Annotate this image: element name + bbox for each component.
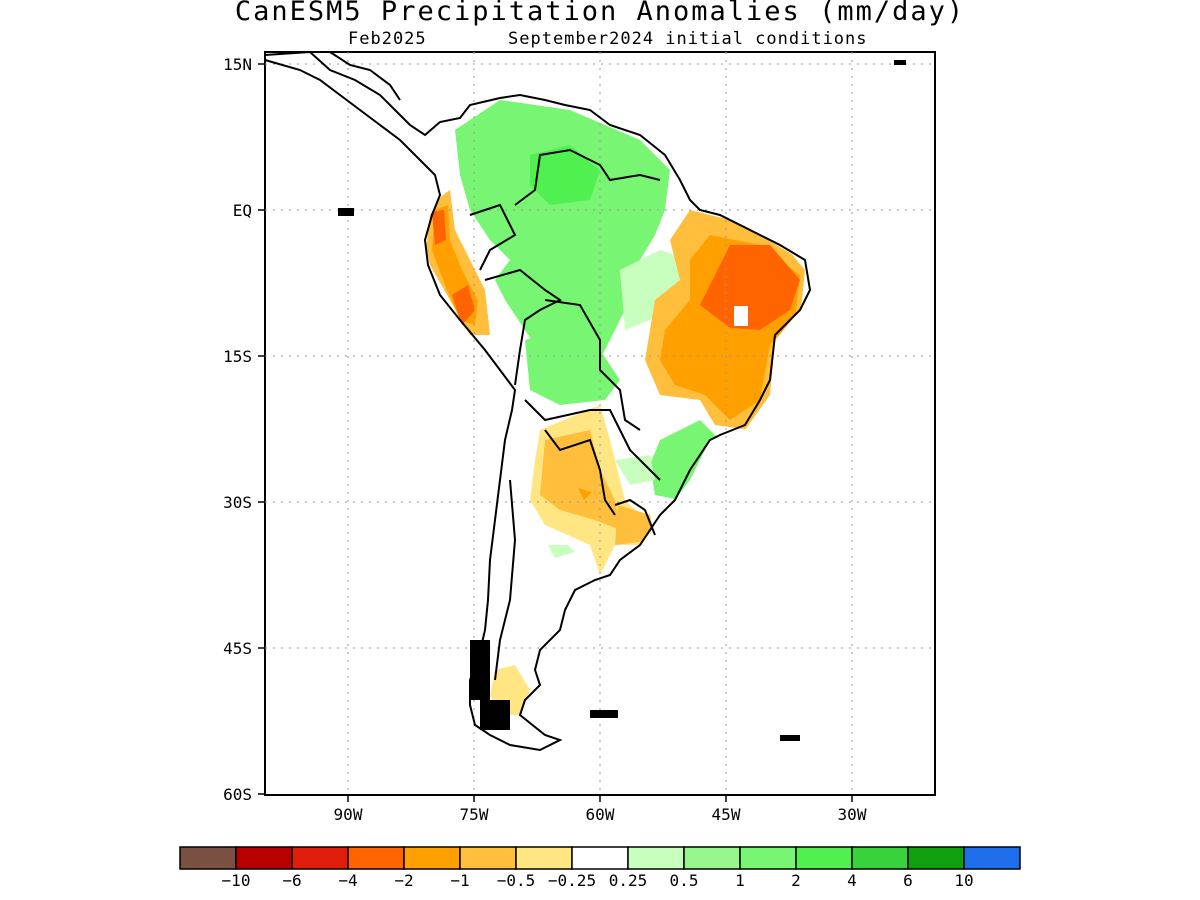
lat-label-15n: 15N <box>223 55 252 74</box>
colorbar-swatch <box>683 846 741 870</box>
initial-conditions-label: September2024 initial conditions <box>508 29 868 49</box>
colorbar-label: 4 <box>847 871 857 890</box>
lat-label-15s: 15S <box>223 347 252 366</box>
colorbar-label: −10 <box>222 871 251 890</box>
negative-anomaly-southern-cone <box>540 430 620 530</box>
colorbar-label: 10 <box>954 871 973 890</box>
colorbar-label: −0.25 <box>548 871 596 890</box>
colorbar-label: 6 <box>903 871 913 890</box>
lon-label-60w: 60W <box>586 805 615 824</box>
lon-labels: 90W 75W 60W 45W 30W <box>334 805 867 824</box>
colorbar-swatch <box>571 846 629 870</box>
colorbar-swatch <box>515 846 573 870</box>
map-title: CanESM5 Precipitation Anomalies (mm/day) <box>234 0 966 27</box>
forecast-month: Feb2025 <box>348 29 427 49</box>
colorbar-label: −6 <box>282 871 301 890</box>
colorbar-swatch <box>963 846 1021 870</box>
negative-anomaly-northeast-strong <box>700 245 800 330</box>
positive-anomaly-southeast <box>650 420 720 500</box>
colorbar-swatch <box>291 846 349 870</box>
colorbar-label: −0.5 <box>497 871 536 890</box>
colorbar-swatch <box>347 846 405 870</box>
colorbar-swatch <box>459 846 517 870</box>
anomaly-shading <box>425 100 805 715</box>
lat-label-45s: 45S <box>223 639 252 658</box>
colorbar-label: 0.5 <box>670 871 699 890</box>
colorbar-swatch <box>795 846 853 870</box>
colorbar: −10 −6 −4 −2 −1 −0.5 −0.25 0.25 0.5 1 2 4 6 10 <box>179 846 1021 890</box>
axis-ticks <box>258 63 853 802</box>
positive-anomaly-north-dark <box>530 145 600 205</box>
colorbar-swatch <box>739 846 797 870</box>
positive-anomaly-central <box>525 330 620 405</box>
coastline <box>264 50 812 752</box>
positive-anomaly-light <box>620 250 690 330</box>
colorbar-swatch <box>403 846 461 870</box>
lon-label-90w: 90W <box>334 805 363 824</box>
lat-labels: 15N EQ 15S 30S 45S 60S <box>223 55 252 804</box>
colorbar-swatch <box>179 846 237 870</box>
lat-label-60s: 60S <box>223 785 252 804</box>
colorbar-label: −2 <box>394 871 413 890</box>
colorbar-label: 0.25 <box>609 871 648 890</box>
colorbar-swatch <box>627 846 685 870</box>
colorbar-swatch <box>851 846 909 870</box>
colorbar-label: −1 <box>450 871 469 890</box>
lat-label-30s: 30S <box>223 493 252 512</box>
colorbar-label: 2 <box>791 871 801 890</box>
lon-label-75w: 75W <box>460 805 489 824</box>
positive-anomaly-north <box>455 100 670 370</box>
lat-label-eq: EQ <box>233 201 252 220</box>
colorbar-label: 1 <box>735 871 745 890</box>
islands <box>338 60 906 741</box>
lon-label-30w: 30W <box>838 805 867 824</box>
colorbar-swatch <box>907 846 965 870</box>
colorbar-swatch <box>235 846 293 870</box>
colorbar-label: −4 <box>338 871 357 890</box>
lon-label-45w: 45W <box>712 805 741 824</box>
